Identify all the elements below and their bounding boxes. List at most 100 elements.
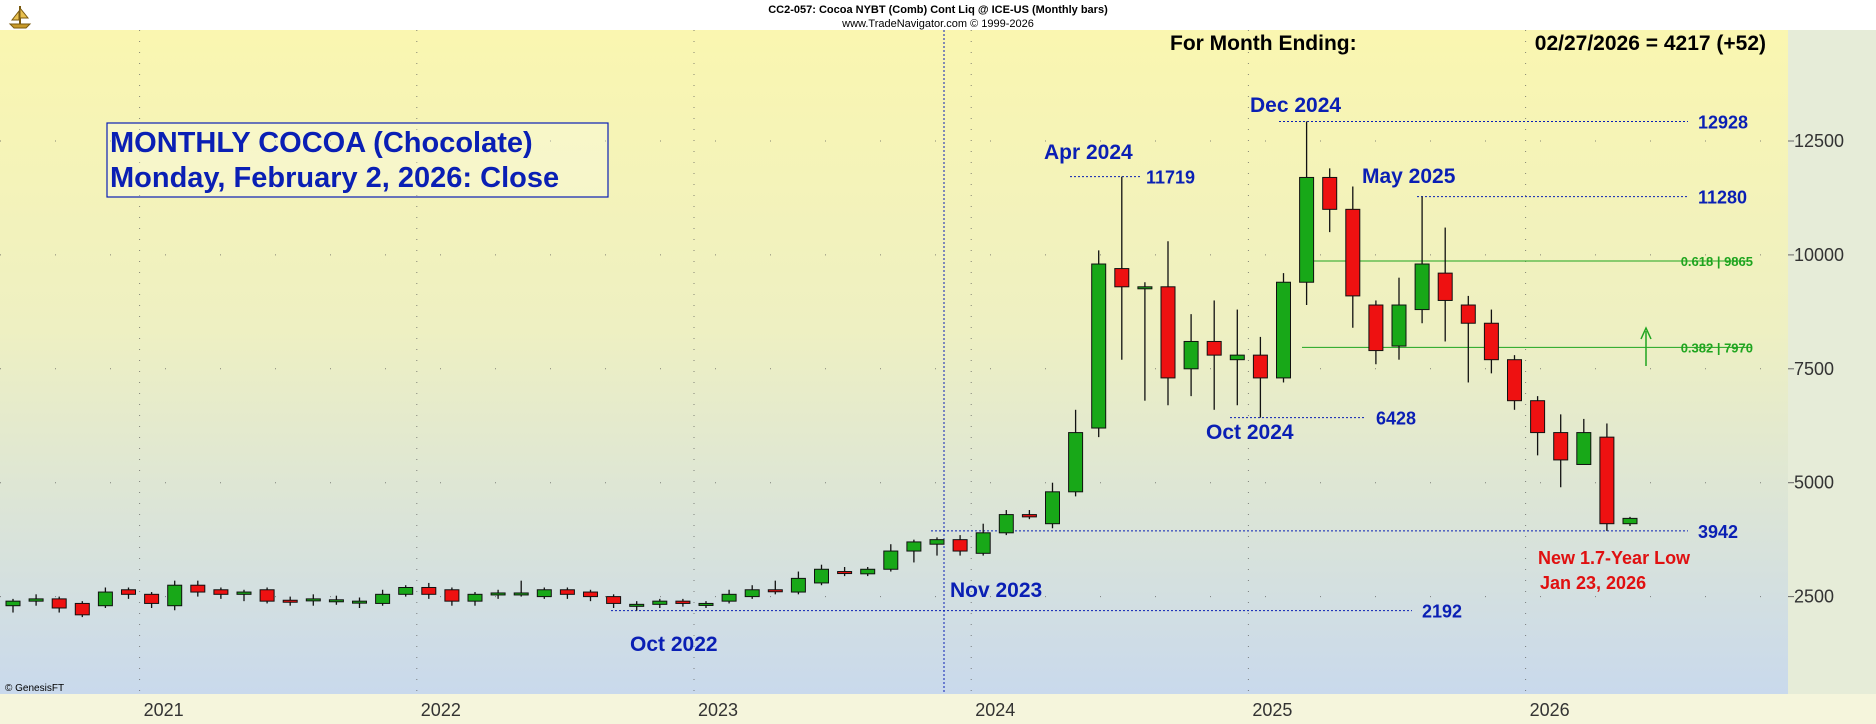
candle-body [629,603,645,607]
candle-body [1021,514,1037,518]
candlestick [398,585,414,597]
candle-body [767,589,783,593]
candlestick [1160,241,1176,406]
axis-ticks: 2500 5000 7500 10000 12500 2021 2022 2023 2024 20… [144,131,1844,720]
chart-source: www.TradeNavigator.com © 1999-2026 [841,18,1034,30]
candle-body [1483,322,1499,361]
candlestick [1553,414,1569,488]
candle-body [1345,208,1361,297]
level-label: 11719 [1146,168,1195,188]
new-low-callout: New 1.7-Year Low [1538,548,1691,568]
annotation-text: Oct 2022 [630,633,718,656]
candlestick [467,592,483,606]
title-line1: MONTHLY COCOA (Chocolate) [110,127,533,159]
candlestick [97,587,113,608]
x-tick-label: 2022 [421,700,461,720]
candle-body [1276,281,1291,379]
trade-navigator-logo-icon [8,6,32,29]
candlestick [929,537,945,556]
fib-label: 0.618 | 9865 [1681,254,1753,269]
candle-body [652,600,668,605]
candlestick [1021,510,1037,520]
candle-body [236,591,252,595]
chart-header: CC2-057: Cocoa NYBT (Comb) Cont Liq @ IC… [768,4,1108,16]
candlestick [1507,355,1522,410]
x-tick-label: 2025 [1252,700,1292,720]
candle-body [1299,176,1315,283]
x-tick-label: 2026 [1530,700,1570,720]
x-axis-panel [0,694,1876,724]
candle-body [1137,286,1153,290]
candlestick [883,544,899,572]
candle-body [167,584,183,607]
candle-body [998,514,1014,534]
candlestick [906,539,922,563]
candlestick [559,587,575,599]
candle-body [444,589,460,602]
candlestick [675,598,691,607]
candlestick [583,589,598,602]
candle-body [1507,359,1522,402]
candlestick [1137,282,1153,401]
copyright: © GenesisFT [5,683,64,694]
candle-body [883,550,899,570]
candlestick [814,564,829,586]
candlestick [1045,482,1060,529]
candle-body [1114,268,1130,288]
candle-body [952,539,968,552]
candle-body [1183,340,1199,370]
candle-body [1460,304,1476,324]
candle-body [860,568,876,575]
candlestick [790,571,806,595]
candle-body [375,593,391,604]
candlestick [490,589,506,599]
candle-body [1068,432,1084,493]
title-line2: Monday, February 2, 2026: Close [110,162,559,194]
y-tick-label: 7500 [1794,359,1834,379]
y-tick-label: 10000 [1794,245,1844,265]
month-ending-value: 02/27/2026 = 4217 (+52) [1535,32,1766,55]
candlestick [1068,409,1084,497]
annotation-text: Dec 2024 [1250,94,1341,117]
candle-body [259,589,275,602]
candle-body [1437,272,1453,301]
candle-body [1391,304,1407,347]
candlestick [51,596,67,613]
candle-body [398,586,414,595]
candlestick [444,587,460,606]
candlesticks [5,121,1638,618]
candlestick [282,596,298,606]
candle-body [1206,340,1222,356]
candlestick [305,594,321,606]
candle-body [606,596,622,604]
annotation-text: Apr 2024 [1044,141,1133,164]
candle-body [583,591,598,598]
candle-body [744,589,760,598]
candlestick [860,566,876,577]
candle-body [467,593,483,602]
candle-body [1368,304,1384,352]
candle-body [559,589,575,595]
candlestick [1368,300,1384,365]
candlestick [837,566,853,577]
candle-body [1576,432,1592,465]
candle-body [305,598,321,602]
candle-body [1599,436,1615,525]
candle-body [97,591,113,607]
candlestick [121,587,136,599]
candlestick [998,510,1014,536]
candlestick [1345,186,1361,328]
candle-body [1414,263,1430,311]
candlestick [652,598,668,608]
candle-body [814,568,829,584]
candle-body [74,602,90,616]
candlestick [1252,336,1268,418]
candle-body [1252,354,1268,379]
candlestick [1299,121,1315,306]
candle-body [213,589,229,595]
candle-body [121,589,136,595]
candle-body [1553,432,1569,461]
y-tick-label: 2500 [1794,587,1834,607]
candle-body [282,599,298,603]
